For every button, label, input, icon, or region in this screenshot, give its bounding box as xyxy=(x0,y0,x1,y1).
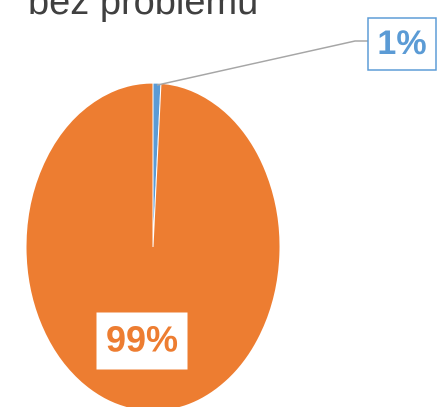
data-label-box xyxy=(367,17,437,71)
data-label: 99% xyxy=(106,319,178,360)
data-label-box xyxy=(95,311,189,371)
chart-title: bez problemu xyxy=(28,0,258,23)
pie-slice xyxy=(25,82,281,407)
data-label: 1% xyxy=(377,24,426,62)
leader-line xyxy=(156,40,368,86)
